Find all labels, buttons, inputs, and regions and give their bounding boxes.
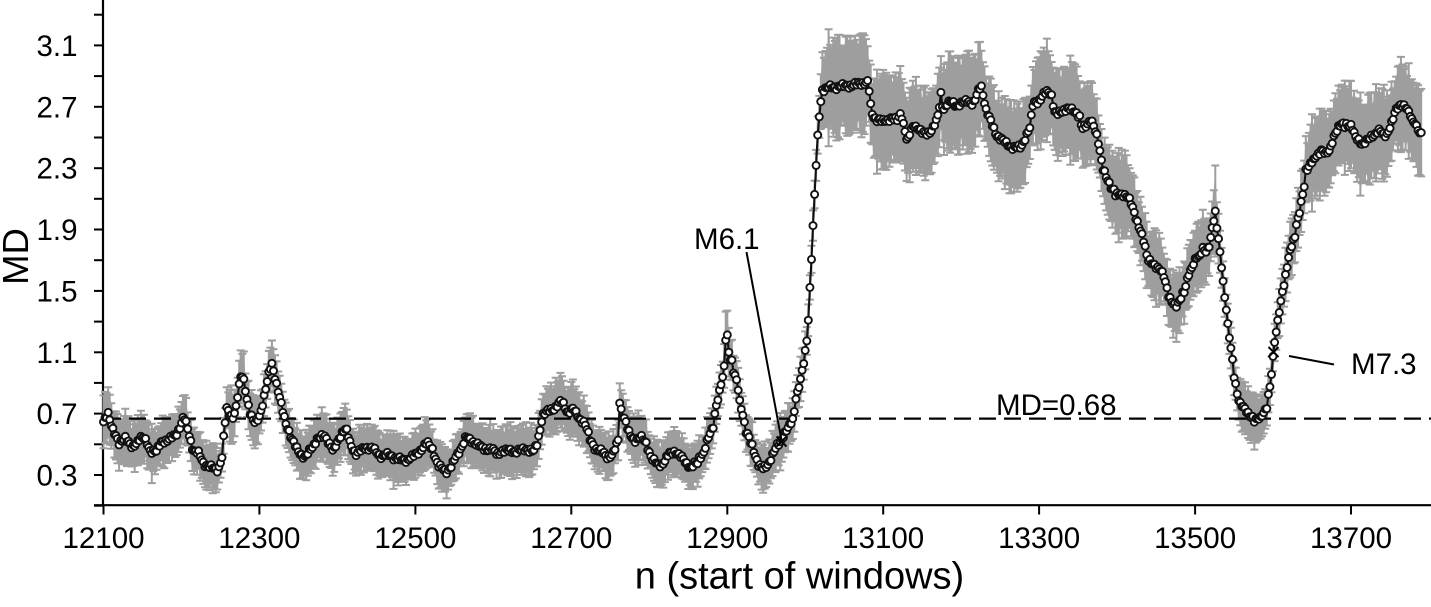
svg-text:0.3: 0.3 [36,460,77,493]
svg-text:2.7: 2.7 [36,91,77,124]
svg-text:1.1: 1.1 [36,337,77,370]
svg-text:1.5: 1.5 [36,275,77,308]
svg-text:n (start of windows): n (start of windows) [635,556,964,598]
svg-text:12100: 12100 [62,522,144,555]
svg-text:13500: 13500 [1154,522,1236,555]
svg-text:M7.3: M7.3 [1351,348,1417,381]
svg-text:M6.1: M6.1 [694,223,760,256]
svg-text:MD: MD [0,228,36,285]
svg-text:12300: 12300 [218,522,300,555]
svg-text:1.9: 1.9 [36,214,77,247]
svg-text:13100: 13100 [842,522,924,555]
svg-text:12900: 12900 [686,522,768,555]
svg-text:MD=0.68: MD=0.68 [996,389,1117,422]
svg-text:13700: 13700 [1310,522,1392,555]
svg-text:13300: 13300 [998,522,1080,555]
svg-text:0.7: 0.7 [36,398,77,431]
svg-text:12500: 12500 [374,522,456,555]
svg-text:2.3: 2.3 [36,153,77,186]
svg-text:12700: 12700 [530,522,612,555]
svg-text:3.1: 3.1 [36,30,77,63]
